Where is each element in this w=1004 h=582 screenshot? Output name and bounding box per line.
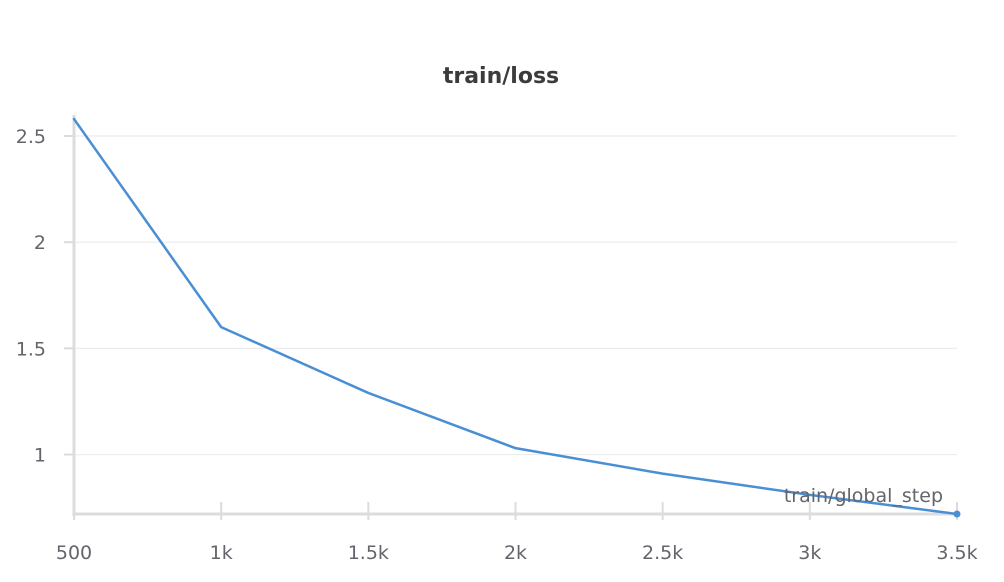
series-layer: [72, 117, 961, 518]
chart-title: train/loss: [443, 64, 559, 89]
y-tick-label: 2.5: [16, 126, 46, 148]
x-tick-label: 2k: [504, 542, 527, 564]
tick-labels: 1 1.5 2 2.5 500 1k 1.5k 2k 2.5k 3k 3.5k: [16, 126, 978, 564]
grid-lines: [74, 135, 957, 456]
x-tick-label: 3.5k: [936, 542, 977, 564]
x-tick-label: 1.5k: [348, 542, 389, 564]
y-tick-label: 1.5: [16, 338, 46, 360]
axes: [64, 115, 958, 520]
x-tick-label: 2.5k: [642, 542, 683, 564]
y-tick-label: 2: [34, 232, 46, 254]
series-line: [72, 117, 959, 516]
x-tick-label: 3k: [798, 542, 821, 564]
x-tick-label: 500: [56, 542, 92, 564]
y-tick-label: 1: [34, 445, 46, 467]
series-endpoint-marker: [953, 510, 961, 518]
x-axis-title: train/global_step: [784, 485, 943, 507]
x-tick-label: 1k: [210, 542, 233, 564]
